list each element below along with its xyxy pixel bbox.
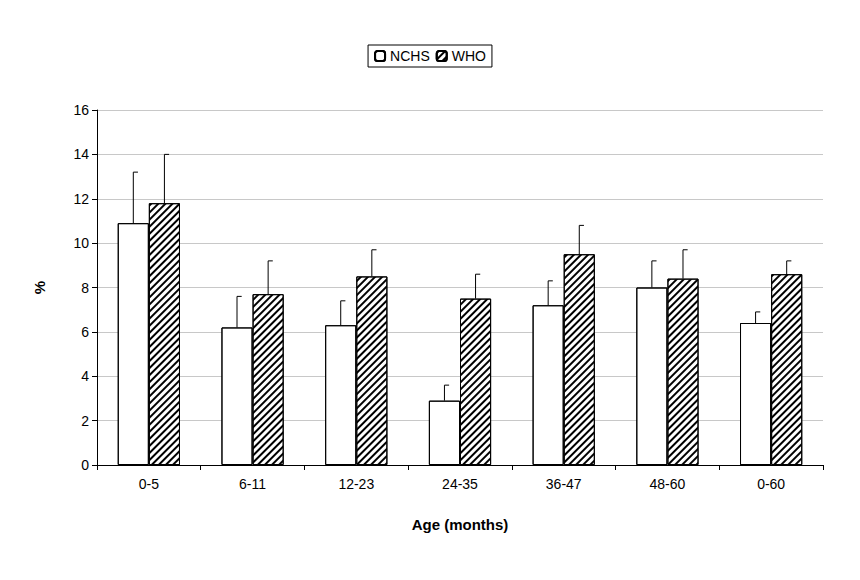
svg-text:Age (months): Age (months) (412, 516, 509, 533)
svg-text:16: 16 (73, 102, 89, 118)
svg-text:0-60: 0-60 (757, 476, 785, 492)
svg-text:12-23: 12-23 (338, 476, 374, 492)
svg-text:0: 0 (81, 457, 89, 473)
svg-text:4: 4 (81, 368, 89, 384)
svg-text:14: 14 (73, 146, 89, 162)
svg-text:0-5: 0-5 (139, 476, 159, 492)
svg-text:36-47: 36-47 (546, 476, 582, 492)
svg-text:WHO: WHO (452, 48, 486, 64)
svg-text:6-11: 6-11 (239, 476, 266, 492)
svg-text:%: % (31, 281, 48, 294)
svg-text:10: 10 (73, 235, 89, 251)
svg-text:8: 8 (81, 280, 89, 296)
svg-text:NCHS: NCHS (390, 48, 430, 64)
svg-text:12: 12 (73, 191, 89, 207)
svg-text:48-60: 48-60 (650, 476, 686, 492)
svg-text:24-35: 24-35 (442, 476, 478, 492)
svg-text:6: 6 (81, 324, 89, 340)
svg-text:2: 2 (81, 413, 89, 429)
